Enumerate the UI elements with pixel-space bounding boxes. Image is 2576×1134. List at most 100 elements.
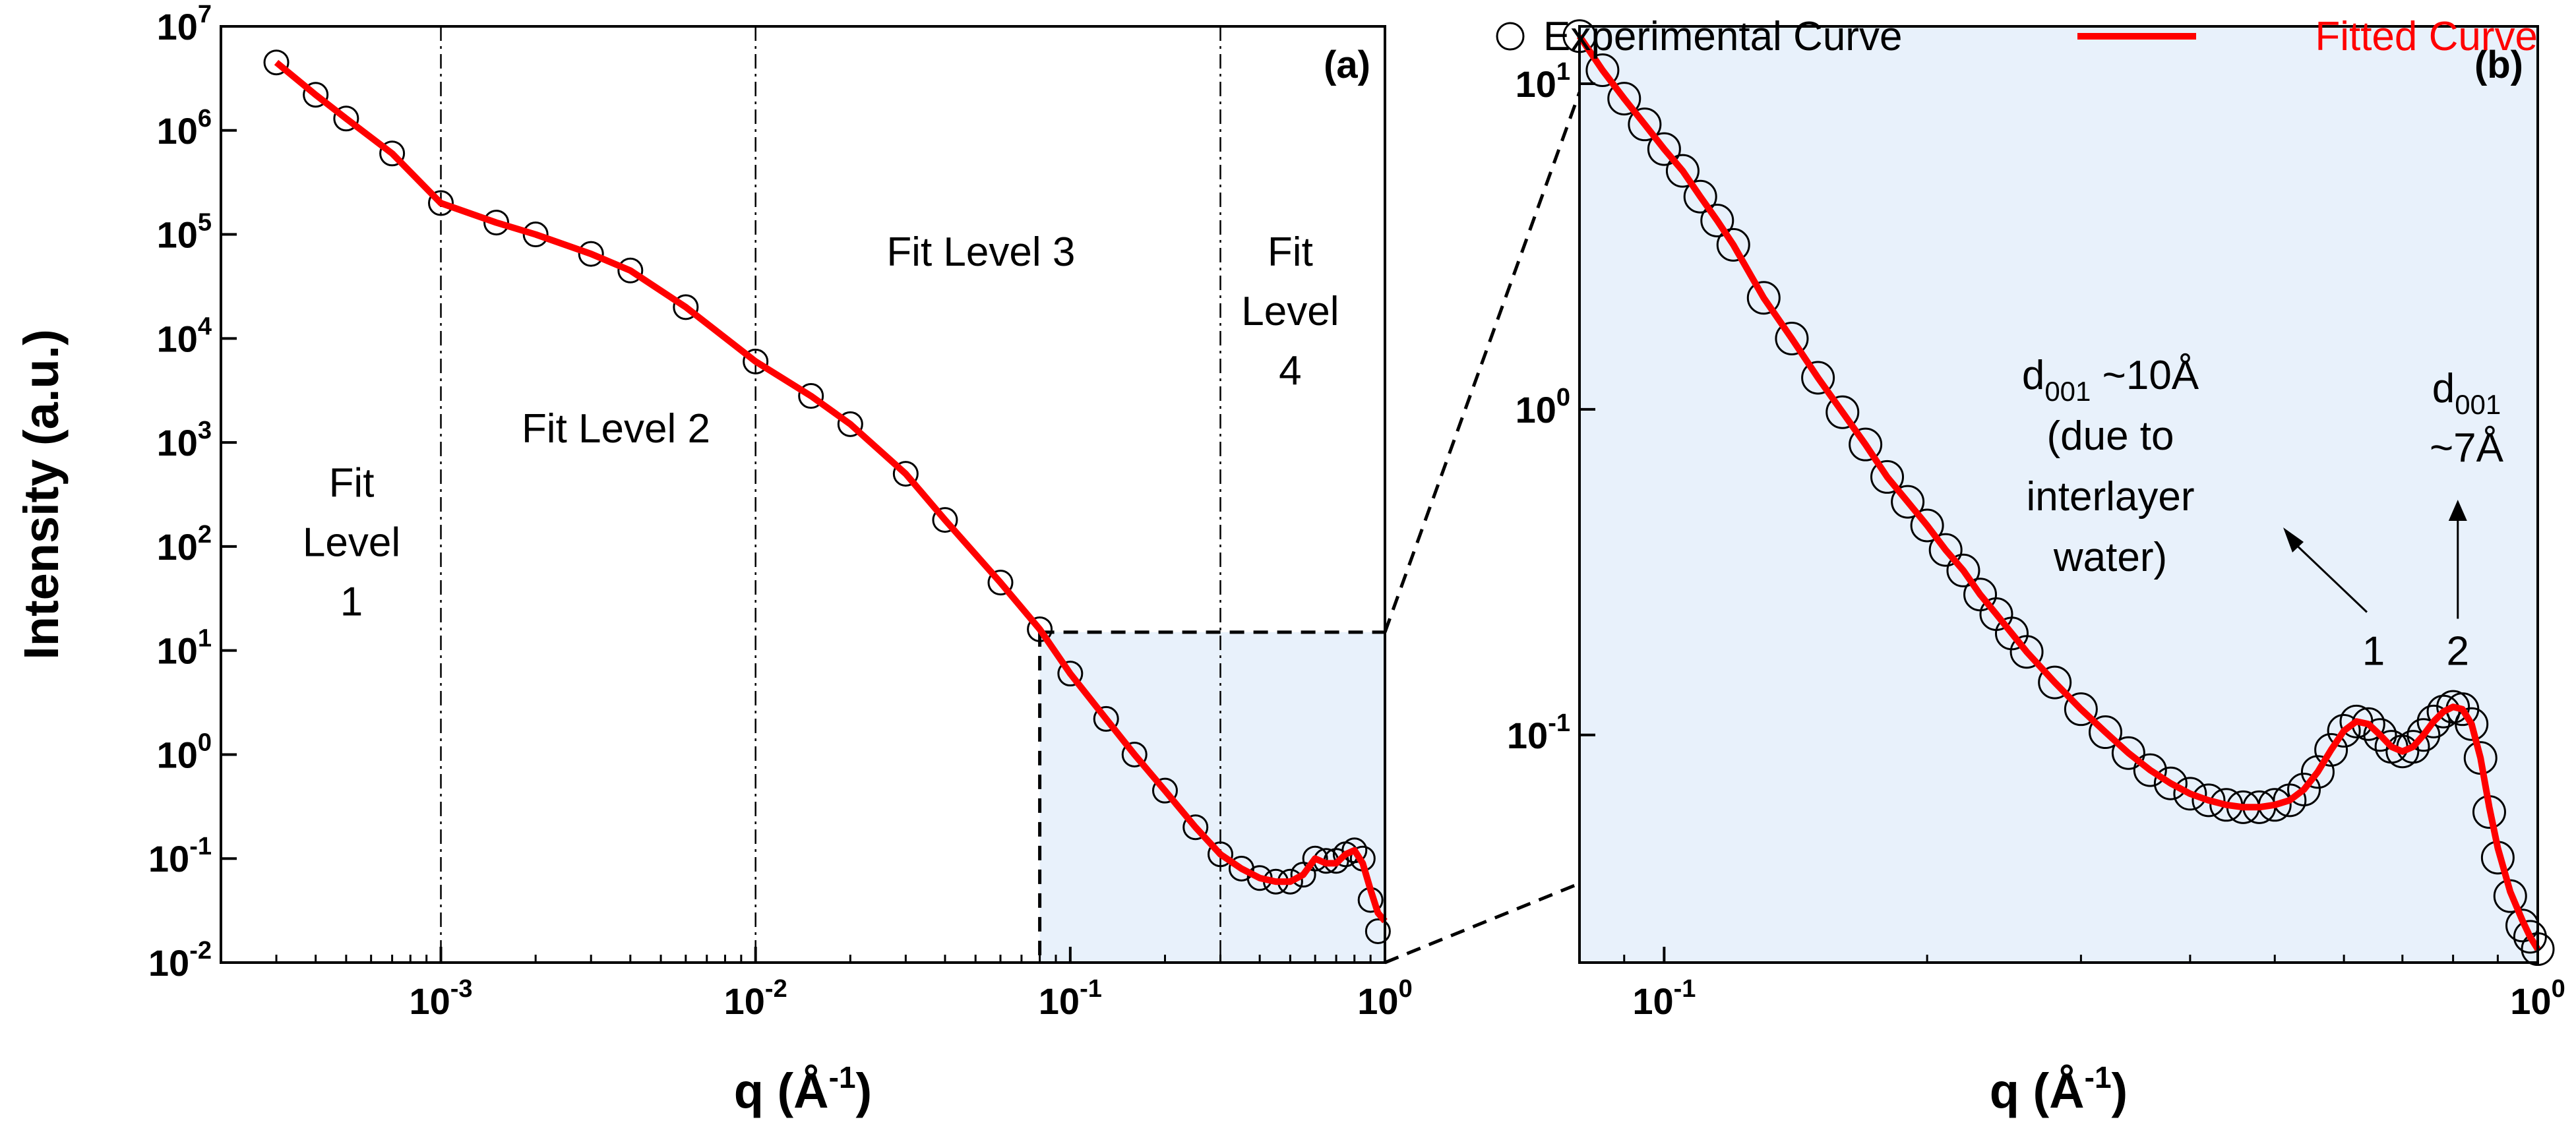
peak-2-note: ~7Å: [2430, 425, 2504, 471]
x-tick-label: 100: [2510, 975, 2565, 1022]
connector-top: [1383, 92, 1581, 633]
peak-2-d-spacing: d001: [2432, 366, 2501, 420]
experimental-point: [2363, 718, 2397, 752]
experimental-point: [1891, 485, 1925, 519]
panel-b-label: (b): [2474, 44, 2523, 86]
y-tick-label: 104: [157, 313, 212, 359]
y-tick-label: 103: [157, 417, 212, 463]
experimental-point: [798, 383, 824, 409]
experimental-point: [2153, 766, 2188, 800]
experimental-point: [2089, 715, 2123, 750]
experimental-point: [2300, 755, 2335, 789]
y-tick-label: 100: [1516, 384, 1570, 431]
plot-b-ticks: 10-1 100 10-1 100 101: [1507, 58, 2565, 1022]
fit-level-label: Level: [303, 520, 400, 566]
connector-bottom: [1384, 881, 1580, 965]
plot-a-frame: [220, 25, 1386, 964]
x-tick-label: 10-1: [1039, 975, 1102, 1022]
experimental-point: [1057, 661, 1084, 687]
fitted-curve-line: [274, 59, 1388, 924]
x-tick-label: 10-2: [724, 975, 787, 1022]
fit-level-label: Level: [1241, 289, 1339, 334]
y-axis-label: Intensity (a.u.): [14, 329, 69, 660]
legend-experimental-label: Experimental Curve: [1543, 14, 1902, 59]
experimental-point: [673, 294, 699, 320]
experimental-point: [2038, 665, 2072, 700]
y-tick-label: 10-2: [148, 937, 212, 984]
experimental-point: [1341, 837, 1368, 864]
experimental-point: [483, 210, 510, 236]
experimental-point: [1825, 395, 1860, 429]
experimental-point: [1607, 82, 1641, 116]
experimental-point: [2455, 707, 2489, 741]
experimental-point: [1849, 427, 1883, 462]
experimental-point: [987, 570, 1014, 596]
experimental-point: [1628, 107, 1662, 142]
experimental-point: [743, 348, 769, 374]
x-tick-label: 10-1: [1632, 975, 1696, 1022]
experimental-point: [2133, 753, 2167, 787]
panel-a: Fit Level 1 Fit Level 2 Fit Level 3 Fit Level 4…: [14, 1, 1413, 1118]
experimental-point: [379, 140, 406, 167]
experimental-point: [1365, 918, 1391, 945]
experimental-point: [2192, 783, 2226, 818]
experimental-point: [522, 222, 549, 248]
fit-level-boundaries: [440, 26, 1221, 963]
plot-a-series: [263, 49, 1391, 945]
experimental-point: [303, 82, 329, 108]
legend-fitted-label: Fitted Curve: [2315, 14, 2538, 59]
zoom-panel-background: [1579, 26, 2538, 963]
experimental-point: [1928, 533, 1963, 567]
zoom-region-shading: [1039, 632, 1385, 963]
x-axis-label-a: q (Å-1): [734, 1060, 872, 1118]
y-tick-label: 100: [157, 729, 212, 775]
experimental-point: [1151, 777, 1178, 804]
zoom-connector-lines: [1383, 92, 1581, 965]
experimental-point: [1302, 845, 1328, 872]
fit-level-label: 4: [1279, 348, 1301, 394]
experimental-point: [2407, 718, 2441, 752]
experimental-point: [1910, 508, 1944, 543]
y-tick-label: 101: [157, 625, 212, 672]
fit-level-label: Fit Level 2: [522, 406, 710, 452]
experimental-point: [2111, 736, 2145, 770]
experimental-point: [263, 49, 290, 76]
experimental-point: [1775, 321, 1809, 355]
y-tick-label: 105: [157, 209, 212, 256]
experimental-point: [1946, 553, 1980, 587]
experimental-point: [1716, 227, 1750, 262]
experimental-point: [1870, 460, 1905, 494]
fit-level-labels: Fit Level 1 Fit Level 2 Fit Level 3 Fit Level 4: [303, 229, 1339, 625]
experimental-point: [2064, 692, 2098, 727]
y-tick-label: 10-1: [148, 833, 212, 880]
experimental-point: [2327, 713, 2361, 748]
experimental-point: [1746, 281, 1781, 315]
experimental-point: [333, 105, 359, 132]
x-axis-label-b: q (Å-1): [1990, 1060, 2128, 1118]
experimental-point: [1121, 741, 1148, 767]
y-tick-label: 102: [157, 521, 212, 568]
peak-1-arrow: [2290, 539, 2368, 613]
experimental-point: [1208, 841, 1234, 868]
experimental-point: [1647, 132, 1681, 166]
experimental-point: [1585, 53, 1620, 88]
fit-level-label: Fit: [1268, 229, 1313, 275]
y-tick-label: 107: [157, 1, 212, 47]
fit-level-label: Fit Level 3: [886, 229, 1075, 275]
experimental-point: [428, 190, 454, 216]
peak-2-arrowhead: [2448, 500, 2467, 521]
fit-level-label: 1: [340, 580, 363, 625]
peak-annotations: d001 ~10Å (due to interlayer water) 1 d001 ~7Å…: [2022, 353, 2504, 674]
experimental-point: [1182, 814, 1209, 841]
experimental-point: [1027, 616, 1053, 642]
experimental-point: [892, 461, 919, 487]
peak-1-note: interlayer: [2027, 474, 2195, 520]
experimental-point: [2314, 732, 2348, 767]
plot-b-series: [1562, 19, 2555, 967]
y-tick-label: 101: [1516, 58, 1570, 105]
fitted-curve-line: [1576, 34, 2541, 951]
experimental-point: [2287, 773, 2321, 807]
experimental-point: [1093, 705, 1119, 732]
plot-a-ticks: 10-3 10-2 10-1 100 10-2 10-1 100 101 102 103 104 10…: [148, 1, 1413, 1022]
